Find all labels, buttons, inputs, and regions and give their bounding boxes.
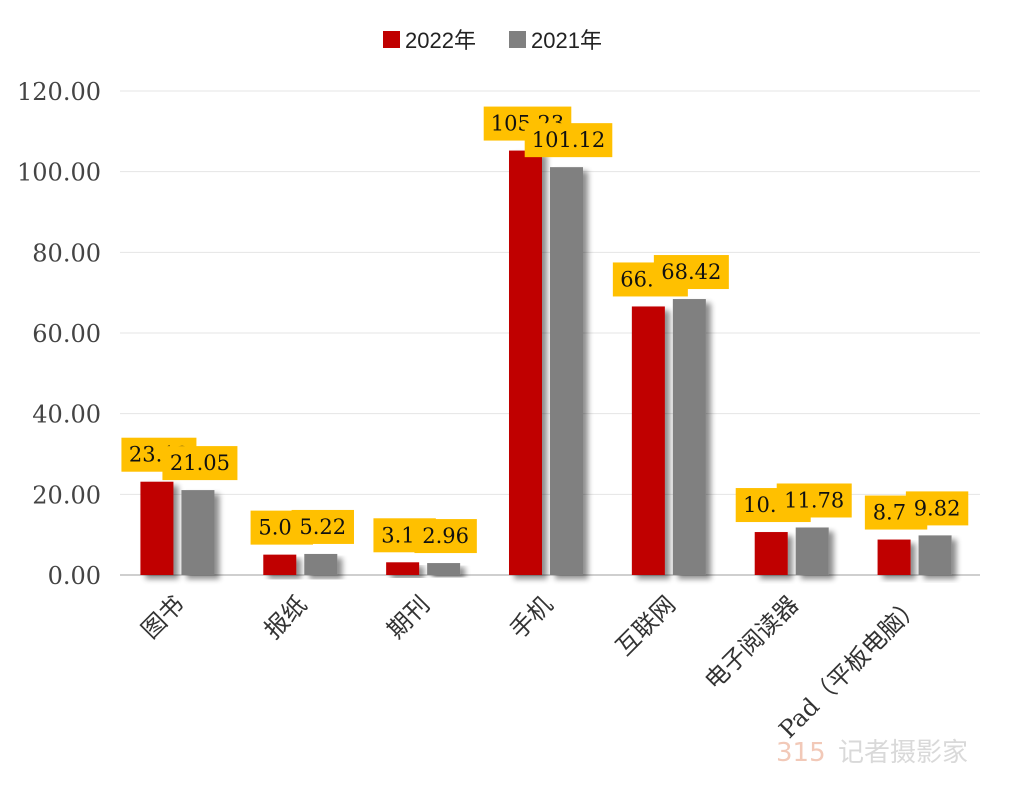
data-label: 11.78	[784, 488, 844, 512]
watermark-text: 记者摄影家	[838, 738, 968, 768]
legend: 2022年 2021年	[383, 28, 602, 53]
bar-series-1	[877, 539, 911, 575]
data-label-background	[414, 519, 477, 554]
x-tick-label: 期刊	[382, 590, 436, 644]
x-tick-label: 手机	[505, 590, 559, 644]
x-tick-label: 图书	[136, 590, 190, 644]
bar-series-2	[672, 299, 706, 575]
x-tick-label: 报纸	[259, 590, 313, 644]
data-label-background	[905, 491, 969, 526]
data-labels: 23.1321.055.055.223.152.96105.23101.1266…	[121, 106, 969, 554]
y-tick-label: 120.00	[17, 78, 101, 106]
data-label-background	[162, 446, 238, 481]
y-tick-label: 20.00	[32, 481, 101, 509]
y-tick-label: 100.00	[17, 159, 101, 187]
y-tick-label: 80.00	[32, 239, 101, 267]
data-label: 101.12	[532, 128, 605, 152]
y-tick-label: 40.00	[32, 401, 101, 429]
bar-series-1	[386, 562, 420, 575]
data-label-background	[524, 123, 613, 158]
data-label: 2.96	[422, 524, 469, 548]
data-label: 68.42	[661, 260, 721, 284]
data-label-background	[776, 483, 852, 518]
bar-series-2	[795, 527, 829, 575]
y-axis: 0.00 20.00 40.00 60.00 80.00 100.00 120.00	[17, 78, 101, 590]
bar-series-1	[754, 532, 788, 575]
bars	[140, 150, 952, 575]
x-tick-label: 互联网	[610, 590, 681, 661]
x-tick-label: 电子阅读器	[699, 590, 804, 695]
legend-label: 2022年	[405, 28, 476, 53]
data-label-background	[291, 509, 354, 544]
bar-series-2	[304, 553, 338, 575]
bar-series-1	[509, 150, 542, 575]
bar-series-1	[263, 554, 297, 575]
legend-swatch	[509, 31, 526, 48]
data-label: 5.22	[299, 515, 346, 539]
bar-series-2	[550, 167, 583, 575]
bar-series-2	[427, 563, 461, 575]
watermark-logo: 315	[776, 738, 826, 768]
data-label: 21.05	[170, 451, 230, 475]
y-tick-label: 60.00	[32, 320, 101, 348]
bar-series-2	[918, 535, 952, 575]
data-label: 9.82	[914, 496, 961, 520]
legend-label: 2021年	[531, 28, 602, 53]
watermark: 315 记者摄影家	[776, 738, 968, 768]
y-tick-label: 0.00	[48, 562, 101, 590]
bar-series-1	[140, 481, 174, 575]
bar-series-1	[631, 306, 665, 575]
legend-swatch	[383, 31, 400, 48]
data-label-background	[653, 255, 729, 290]
bar-series-2	[181, 490, 215, 575]
